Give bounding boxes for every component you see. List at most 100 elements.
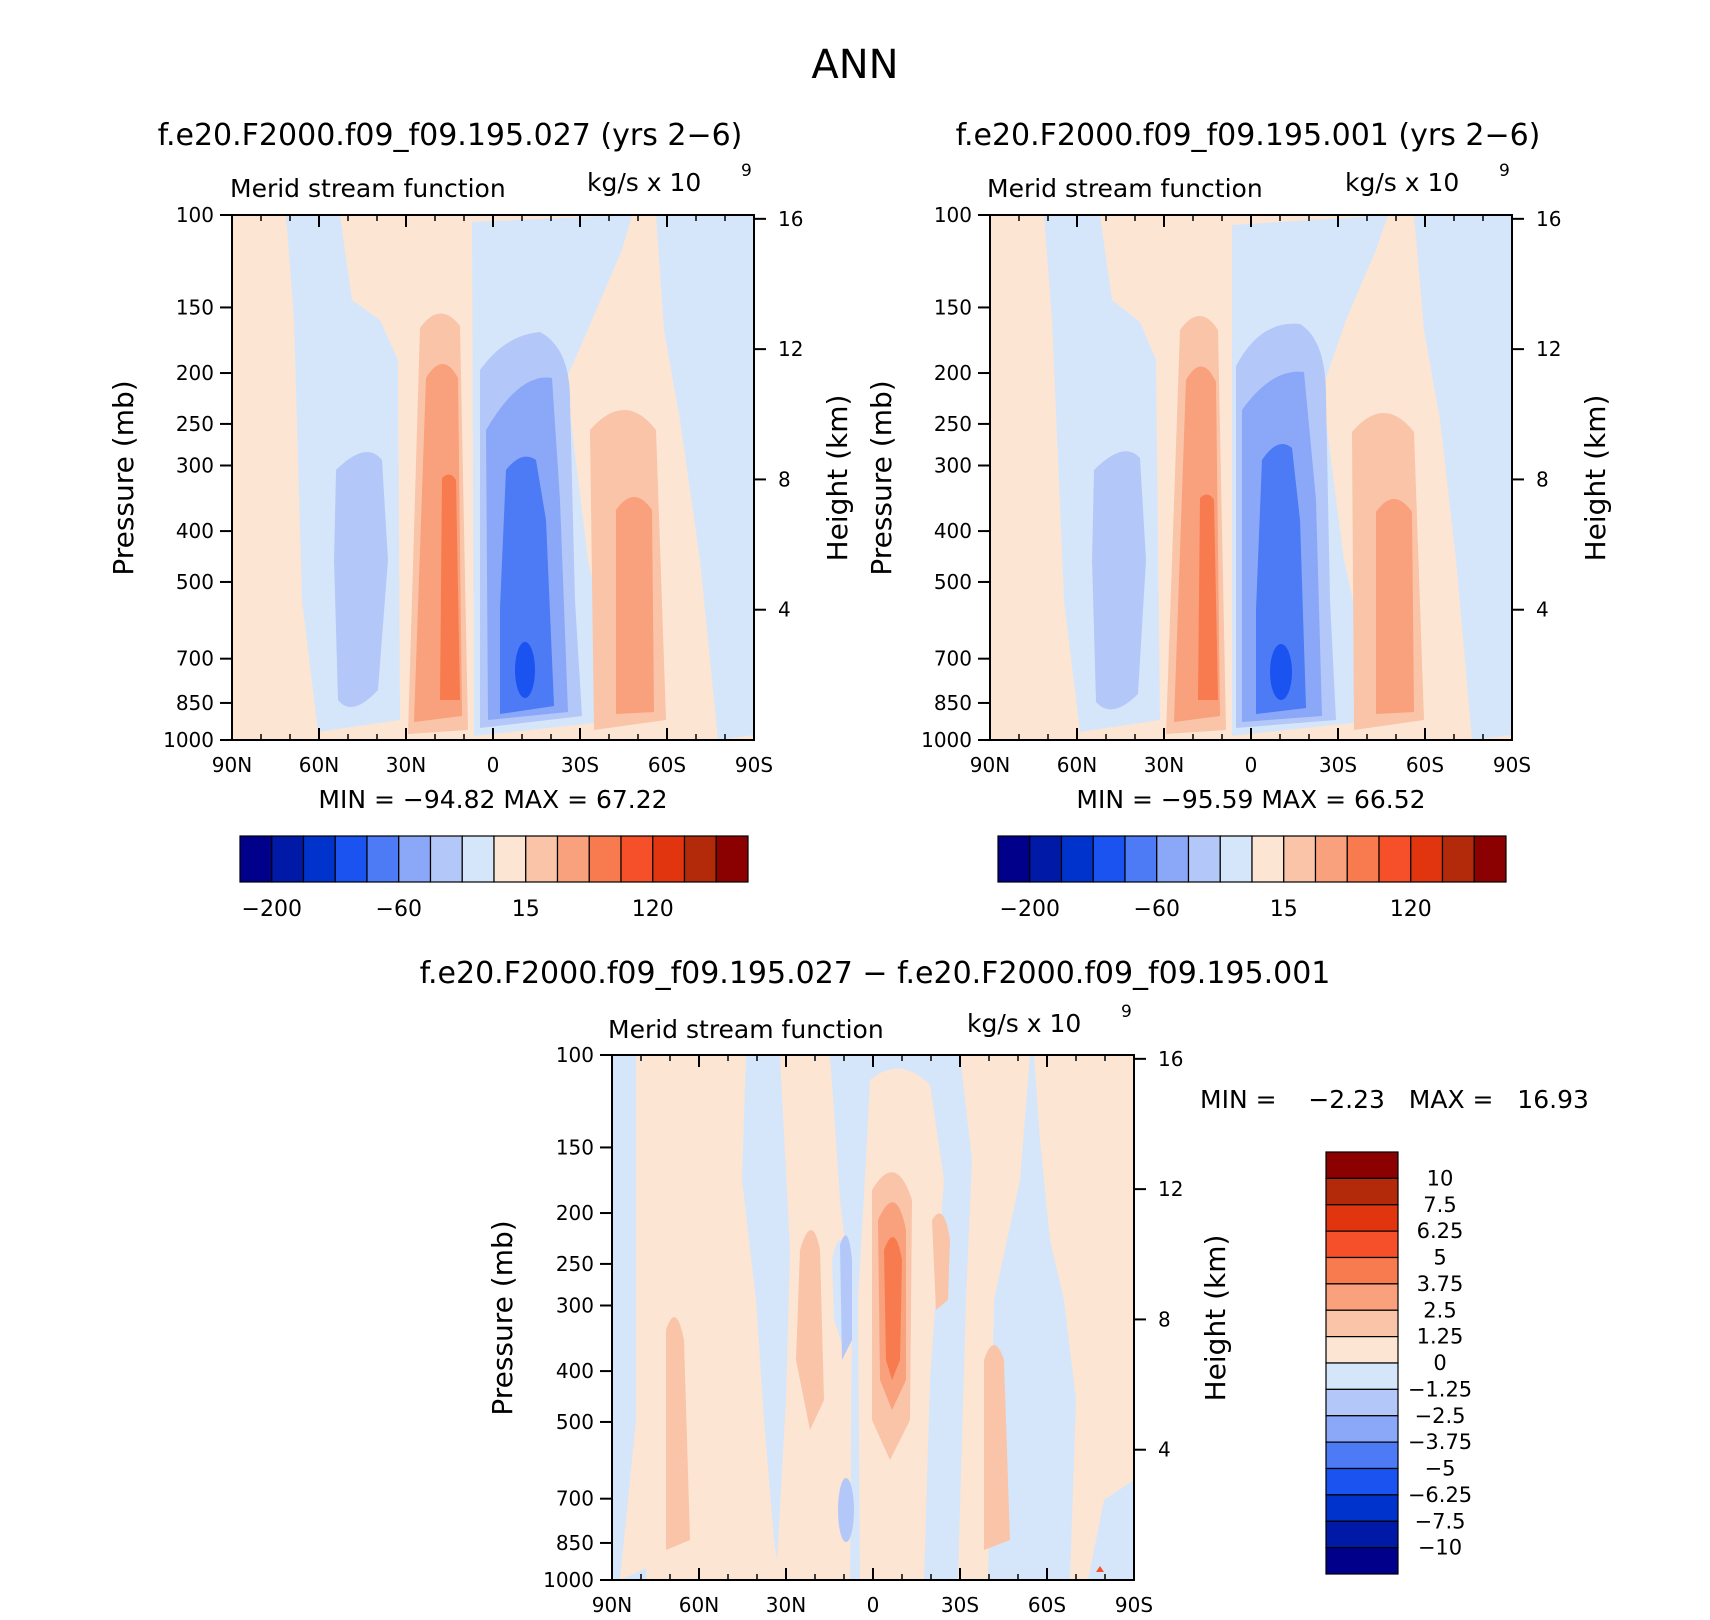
colorbar-swatch xyxy=(1325,1336,1399,1364)
colorbar-swatch xyxy=(1251,835,1285,883)
colorbar-tick-label: −3.75 xyxy=(1408,1430,1472,1454)
colorbar-swatch xyxy=(1441,835,1475,883)
panel-1-units-label: kg/s x 10 xyxy=(587,168,701,197)
colorbar-swatch xyxy=(1410,835,1444,883)
height-tick-label: 12 xyxy=(1158,1177,1183,1201)
panel-2-colorbar: −200 −60 15 120 xyxy=(997,835,1507,922)
panel-3-contour-pos-45s xyxy=(984,1345,1010,1550)
panel-3-contour-neg-90s xyxy=(1088,1480,1134,1580)
lat-tick-label: 90N xyxy=(212,753,252,777)
colorbar-swatch xyxy=(1060,835,1094,883)
pressure-tick-label: 500 xyxy=(934,570,972,594)
panel-1-units-exponent: 9 xyxy=(741,161,752,181)
height-tick-label: 8 xyxy=(778,467,791,491)
panel-2-units-label: kg/s x 10 xyxy=(1345,168,1459,197)
panel-2-contour-pos-sh-l2 xyxy=(1376,499,1414,714)
colorbar-swatch xyxy=(1314,835,1348,883)
pressure-tick-label: 400 xyxy=(556,1359,594,1383)
colorbar-tick-label: 2.5 xyxy=(1423,1298,1456,1322)
colorbar-swatch xyxy=(683,835,717,883)
colorbar-swatch xyxy=(1346,835,1380,883)
colorbar-swatch xyxy=(302,835,336,883)
panel-2-contour-neg-eq-l3 xyxy=(1256,444,1306,714)
colorbar-tick-label: −60 xyxy=(1134,897,1180,922)
colorbar-tick-label: 3.75 xyxy=(1417,1272,1464,1296)
colorbar-swatch xyxy=(1325,1547,1399,1575)
panel-1-contour-neg-60n-core xyxy=(334,452,388,708)
pressure-tick-label: 300 xyxy=(556,1293,594,1317)
panel-2-variable-label: Merid stream function xyxy=(987,174,1263,203)
panel-1-colorbar: −200 −60 15 120 xyxy=(239,835,749,922)
colorbar-tick-label: −200 xyxy=(1000,897,1060,922)
lat-tick-label: 60N xyxy=(299,753,339,777)
colorbar-tick-label: 7.5 xyxy=(1423,1193,1456,1217)
colorbar-tick-label: −2.5 xyxy=(1415,1404,1466,1428)
height-tick-label: 16 xyxy=(1536,207,1561,231)
colorbar-swatch xyxy=(1029,835,1063,883)
lat-tick-label: 90S xyxy=(735,753,773,777)
pressure-tick-label: 250 xyxy=(176,412,214,436)
pressure-tick-label: 250 xyxy=(556,1252,594,1276)
panel-3-contour-pos-eq-core xyxy=(884,1237,902,1380)
colorbar-swatch xyxy=(1283,835,1317,883)
pressure-tick-label: 1000 xyxy=(921,728,972,752)
panel-3-contour-pos-15s xyxy=(932,1213,950,1310)
colorbar-tick-label: 6.25 xyxy=(1417,1219,1464,1243)
colorbar-swatch xyxy=(620,835,654,883)
colorbar-swatch xyxy=(1325,1230,1399,1259)
panel-3-plot-area xyxy=(612,1055,1134,1580)
colorbar-tick-label: 5 xyxy=(1433,1246,1446,1270)
panel-1-axes: 100 150 200 250 300 400 500 700 850 1000 16 12 8 4 90N… xyxy=(163,203,803,777)
pressure-tick-label: 300 xyxy=(934,453,972,477)
lat-tick-label: 0 xyxy=(1245,753,1258,777)
colorbar-swatch xyxy=(1156,835,1190,883)
colorbar-swatch xyxy=(997,835,1031,883)
pressure-tick-label: 1000 xyxy=(163,728,214,752)
colorbar-swatch xyxy=(1325,1467,1399,1496)
panel-1-y2label: Height (km) xyxy=(821,395,854,562)
panel-1-min-max: MIN = −94.82 MAX = 67.22 xyxy=(318,785,667,814)
pressure-tick-label: 150 xyxy=(176,295,214,319)
panel-1-title: f.e20.F2000.f09_f09.195.027 (yrs 2−6) xyxy=(158,118,743,153)
lat-tick-label: 60N xyxy=(679,1593,719,1617)
colorbar-tick-label: 120 xyxy=(632,897,674,922)
pressure-tick-label: 850 xyxy=(176,691,214,715)
panel-1-contour-neg-eq-l3 xyxy=(500,456,554,714)
panel-3-y2label: Height (km) xyxy=(1199,1235,1232,1402)
lat-tick-label: 30S xyxy=(1319,753,1357,777)
colorbar-tick-label: −10 xyxy=(1418,1536,1462,1560)
pressure-tick-label: 500 xyxy=(176,570,214,594)
panel-2: f.e20.F2000.f09_f09.195.001 (yrs 2−6) Me… xyxy=(865,118,1612,922)
colorbar-swatch xyxy=(1325,1151,1399,1179)
pressure-tick-label: 200 xyxy=(556,1201,594,1225)
pressure-tick-label: 300 xyxy=(176,453,214,477)
panel-2-plot-area xyxy=(990,215,1512,740)
panel-2-contour-neg-eq-core xyxy=(1270,644,1292,700)
panel-3-axes: 100 150 200 250 300 400 500 700 850 1000 16 12 8 4 90N… xyxy=(543,1043,1183,1617)
height-tick-label: 4 xyxy=(778,598,791,622)
lat-tick-label: 30S xyxy=(941,1593,979,1617)
pressure-tick-label: 850 xyxy=(934,691,972,715)
lat-tick-label: 60S xyxy=(1028,1593,1066,1617)
colorbar-swatch xyxy=(1187,835,1221,883)
lat-tick-label: 60S xyxy=(648,753,686,777)
height-tick-label: 8 xyxy=(1536,467,1549,491)
pressure-tick-label: 400 xyxy=(176,519,214,543)
panel-1-contour-neg-sh xyxy=(656,215,754,740)
pressure-tick-label: 200 xyxy=(934,361,972,385)
panel-3-colorbar: 10 7.56.25 53.752.5 1.250−1.25 −2.5−3.75 −5−6… xyxy=(1325,1151,1472,1575)
lat-tick-label: 30N xyxy=(766,1593,806,1617)
pressure-tick-label: 400 xyxy=(934,519,972,543)
height-tick-label: 16 xyxy=(1158,1047,1183,1071)
panel-3-contour-pos-60s xyxy=(1034,1055,1134,1580)
colorbar-swatch xyxy=(1325,1256,1399,1285)
colorbar-swatch xyxy=(1124,835,1158,883)
lat-tick-label: 0 xyxy=(867,1593,880,1617)
panel-2-ylabel: Pressure (mb) xyxy=(865,380,898,575)
colorbar-swatch xyxy=(1325,1441,1399,1470)
colorbar-swatch xyxy=(1325,1204,1399,1232)
pressure-tick-label: 100 xyxy=(556,1043,594,1067)
panel-3-units-label: kg/s x 10 xyxy=(967,1009,1081,1038)
colorbar-swatch xyxy=(1325,1415,1399,1443)
